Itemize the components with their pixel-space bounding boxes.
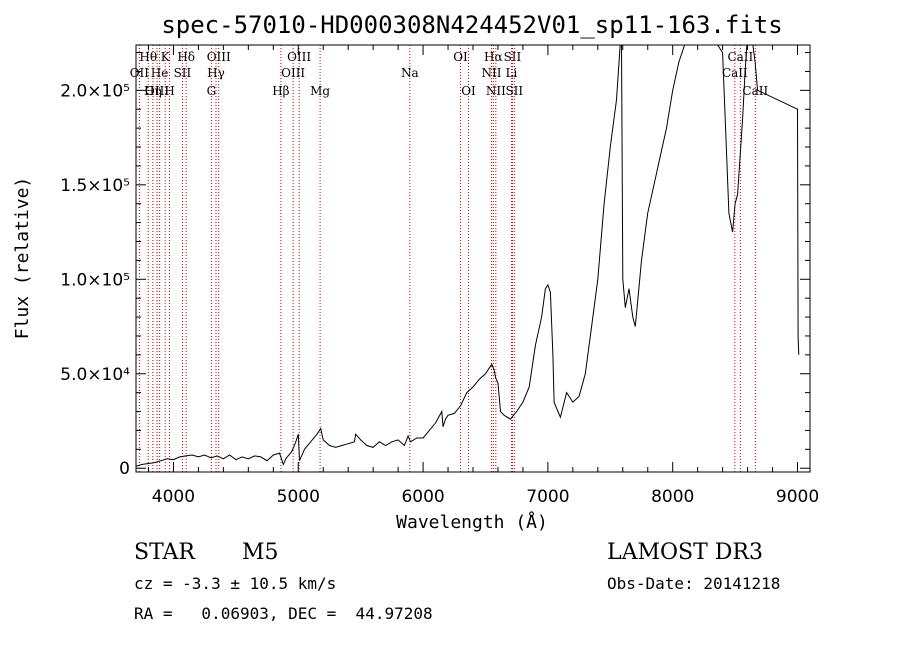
object-type: STAR xyxy=(134,540,195,565)
line-marker-label: K xyxy=(161,50,171,64)
coordinates: RA = 0.06903, DEC = 44.97208 xyxy=(134,604,433,623)
y-axis: 0 5.0×10⁴ 1.0×10⁵ 1.5×10⁵ 2.0×10⁵ xyxy=(60,52,810,479)
line-marker-label: Hβ xyxy=(272,84,289,98)
line-marker-label: Hα xyxy=(484,50,503,64)
line-marker-label: OI xyxy=(461,84,476,98)
y-tick-label: 1.5×10⁵ xyxy=(60,176,130,196)
line-marker-label: SII xyxy=(505,84,523,98)
x-tick-label: 4000 xyxy=(152,487,195,507)
survey-name: LAMOST DR3 xyxy=(607,540,763,565)
y-tick-label: 0 xyxy=(119,459,130,479)
line-marker-label: NII xyxy=(486,84,506,98)
line-marker-label: Hθ xyxy=(139,50,157,64)
line-marker-label: OI xyxy=(453,50,468,64)
line-marker-label: OIII xyxy=(207,50,231,64)
series-line-flux xyxy=(136,45,800,467)
line-marker-label: OIII xyxy=(281,66,305,80)
line-marker-label: CaII xyxy=(742,84,768,98)
x-tick-label: 8000 xyxy=(651,487,694,507)
x-tick-label: 7000 xyxy=(526,487,569,507)
y-tick-label: 1.0×10⁵ xyxy=(60,270,130,290)
line-marker-label: Hδ xyxy=(177,50,195,64)
line-marker-label: NII xyxy=(481,66,501,80)
chart-title: spec-57010-HD000308N424452V01_sp11-163.f… xyxy=(161,11,782,39)
line-marker-label: H xyxy=(164,84,174,98)
line-marker-label: OIII xyxy=(145,84,169,98)
line-marker-label: CaII xyxy=(727,50,753,64)
line-marker-label: Hγ xyxy=(207,66,225,80)
x-axis-label: Wavelength (Å) xyxy=(396,511,548,533)
line-marker-label: He xyxy=(151,66,169,80)
x-tick-label: 5000 xyxy=(277,487,320,507)
redshift-value: cz = -3.3 ± 10.5 km/s xyxy=(134,574,337,593)
line-marker-label: Hη xyxy=(144,84,162,98)
series-group xyxy=(136,45,800,467)
obs-date: Obs-Date: 20141218 xyxy=(607,574,781,593)
line-marker-label: CaII xyxy=(722,66,748,80)
line-marker-label: SII xyxy=(174,66,192,80)
plot-frame xyxy=(135,44,811,473)
x-axis: 4000 5000 6000 7000 8000 9000 xyxy=(147,45,819,507)
line-marker-label: OII xyxy=(130,66,150,80)
line-marker-label: Li xyxy=(506,66,518,80)
line-marker-label: SII xyxy=(504,50,522,64)
object-subclass: M5 xyxy=(242,540,279,565)
x-tick-label: 6000 xyxy=(401,487,444,507)
y-tick-label: 2.0×10⁵ xyxy=(60,81,130,101)
line-marker-label: Mg xyxy=(310,84,330,98)
line-marker-label: G xyxy=(207,84,217,98)
y-tick-label: 5.0×10⁴ xyxy=(60,365,130,385)
x-tick-label: 9000 xyxy=(776,487,819,507)
line-marker-label: OIII xyxy=(287,50,311,64)
y-axis-label: Flux (relative) xyxy=(12,177,33,340)
line-marker-label: Na xyxy=(401,66,419,80)
